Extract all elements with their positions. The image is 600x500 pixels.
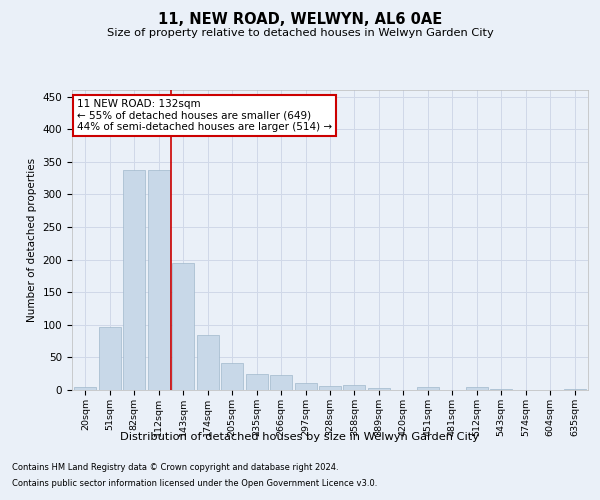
Bar	[197, 334, 219, 390]
Text: Distribution of detached houses by size in Welwyn Garden City: Distribution of detached houses by size …	[121, 432, 479, 442]
Bar	[245, 374, 268, 390]
Text: Size of property relative to detached houses in Welwyn Garden City: Size of property relative to detached ho…	[107, 28, 493, 38]
Text: 11, NEW ROAD, WELWYN, AL6 0AE: 11, NEW ROAD, WELWYN, AL6 0AE	[158, 12, 442, 28]
Bar	[172, 263, 194, 390]
Bar	[417, 386, 439, 390]
Bar	[295, 384, 317, 390]
Bar	[270, 375, 292, 390]
Bar	[74, 386, 97, 390]
Bar	[148, 170, 170, 390]
Text: 11 NEW ROAD: 132sqm
← 55% of detached houses are smaller (649)
44% of semi-detac: 11 NEW ROAD: 132sqm ← 55% of detached ho…	[77, 99, 332, 132]
Y-axis label: Number of detached properties: Number of detached properties	[27, 158, 37, 322]
Bar	[563, 388, 586, 390]
Text: Contains public sector information licensed under the Open Government Licence v3: Contains public sector information licen…	[12, 478, 377, 488]
Bar	[124, 170, 145, 390]
Bar	[466, 386, 488, 390]
Bar	[368, 388, 390, 390]
Bar	[319, 386, 341, 390]
Bar	[99, 326, 121, 390]
Text: Contains HM Land Registry data © Crown copyright and database right 2024.: Contains HM Land Registry data © Crown c…	[12, 464, 338, 472]
Bar	[221, 362, 243, 390]
Bar	[343, 386, 365, 390]
